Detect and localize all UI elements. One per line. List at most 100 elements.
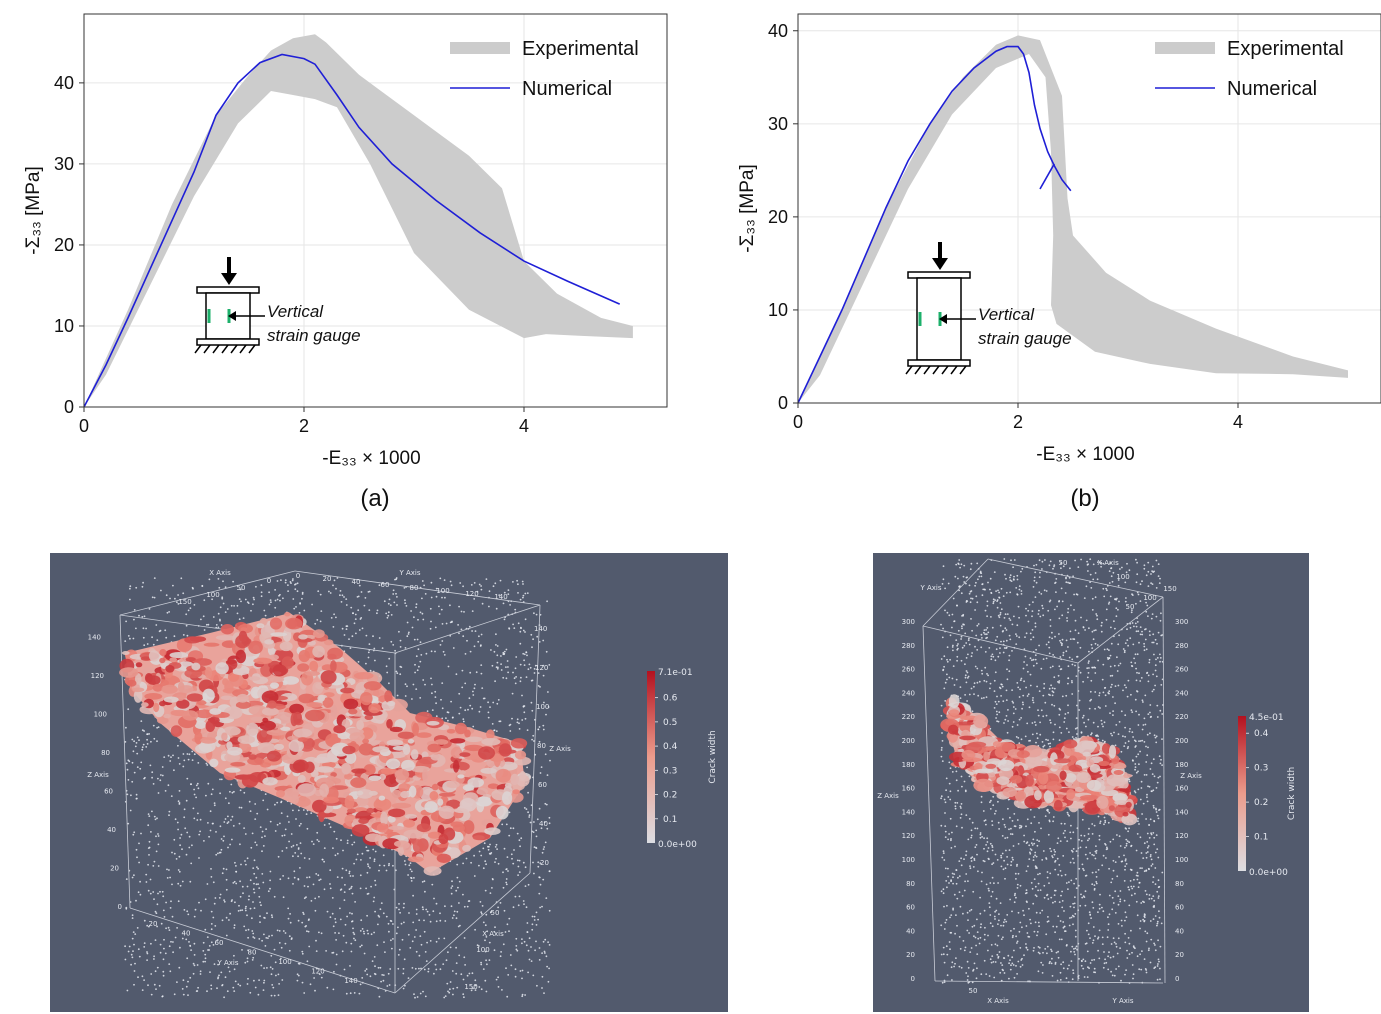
point-cloud-dot xyxy=(515,948,518,951)
point-cloud-dot xyxy=(420,654,423,656)
point-cloud-dot xyxy=(129,809,132,812)
point-cloud-dot xyxy=(124,958,127,961)
bottom-platen xyxy=(907,359,971,367)
point-cloud-dot xyxy=(516,859,519,862)
point-cloud-dot xyxy=(345,598,348,600)
point-cloud-dot xyxy=(484,979,487,982)
point-cloud-dot xyxy=(953,965,955,968)
point-cloud-dot xyxy=(964,632,967,635)
point-cloud-dot xyxy=(346,839,349,842)
point-cloud-dot xyxy=(364,597,367,599)
point-cloud-dot xyxy=(138,739,140,741)
point-cloud-dot xyxy=(128,945,131,948)
point-cloud-dot xyxy=(1006,836,1009,839)
point-cloud-dot xyxy=(543,701,545,704)
point-cloud-dot xyxy=(409,862,412,864)
point-cloud-dot xyxy=(210,868,212,870)
crack-facet xyxy=(463,820,475,835)
point-cloud-dot xyxy=(1138,641,1140,644)
point-cloud-dot xyxy=(289,921,292,924)
point-cloud-dot xyxy=(1058,680,1061,682)
point-cloud-dot xyxy=(533,821,535,823)
point-cloud-dot xyxy=(478,583,481,586)
ground-hatch xyxy=(941,365,949,375)
point-cloud-dot xyxy=(473,687,476,690)
point-cloud-dot xyxy=(233,954,235,957)
crack-facet xyxy=(351,768,367,774)
point-cloud-dot xyxy=(439,644,442,646)
point-cloud-dot xyxy=(399,673,402,676)
point-cloud-dot xyxy=(965,972,968,974)
point-cloud-dot xyxy=(1024,636,1026,638)
point-cloud-dot xyxy=(1088,660,1090,663)
chart-b: 0 2 4 0 10 20 30 40 -E₃₃ × 1000 -Σ₃₃ [MPa] Experim… xyxy=(700,0,1381,480)
point-cloud-dot xyxy=(1105,961,1108,964)
point-cloud-dot xyxy=(1133,790,1136,792)
point-cloud-dot xyxy=(427,968,430,970)
point-cloud-dot xyxy=(131,937,134,940)
point-cloud-dot xyxy=(1090,732,1093,735)
point-cloud-dot xyxy=(491,664,494,667)
point-cloud-dot xyxy=(247,977,249,980)
point-cloud-dot xyxy=(235,865,237,867)
point-cloud-dot xyxy=(1101,739,1104,742)
point-cloud-dot xyxy=(503,909,506,912)
point-cloud-dot xyxy=(1006,856,1008,858)
point-cloud-dot xyxy=(283,834,286,837)
point-cloud-dot xyxy=(992,961,995,963)
point-cloud-dot xyxy=(186,634,189,637)
point-cloud-dot xyxy=(388,864,390,867)
point-cloud-dot xyxy=(470,861,472,864)
point-cloud-dot xyxy=(1102,691,1105,694)
point-cloud-dot xyxy=(1014,708,1017,710)
point-cloud-dot xyxy=(505,883,508,886)
point-cloud-dot xyxy=(502,676,505,679)
point-cloud-dot xyxy=(1036,737,1039,740)
point-cloud-dot xyxy=(451,885,454,887)
point-cloud-dot xyxy=(252,603,254,606)
point-cloud-dot xyxy=(312,883,315,886)
point-cloud-dot xyxy=(1108,894,1111,897)
point-cloud-dot xyxy=(996,944,999,947)
point-cloud-dot xyxy=(251,832,254,835)
point-cloud-dot xyxy=(188,753,191,756)
point-cloud-dot xyxy=(967,919,969,921)
point-cloud-dot xyxy=(246,960,249,963)
point-cloud-dot xyxy=(996,599,999,601)
point-cloud-dot xyxy=(225,916,228,919)
point-cloud-dot xyxy=(1134,622,1137,625)
bottom-x-tick-label: 100 xyxy=(476,946,489,954)
point-cloud-dot xyxy=(133,874,135,877)
crack-facet xyxy=(404,814,417,819)
point-cloud-dot xyxy=(1130,661,1133,664)
point-cloud-dot xyxy=(155,850,158,853)
crack-facet xyxy=(177,681,185,693)
point-cloud-dot xyxy=(1049,619,1052,621)
point-cloud-dot xyxy=(531,928,534,931)
point-cloud-dot xyxy=(344,923,347,926)
point-cloud-dot xyxy=(178,763,181,765)
crack-facet xyxy=(316,753,336,763)
point-cloud-dot xyxy=(1050,948,1052,951)
point-cloud-dot xyxy=(361,627,364,630)
point-cloud-dot xyxy=(255,844,258,846)
crack-facet xyxy=(235,634,251,649)
point-cloud-dot xyxy=(1016,863,1018,866)
point-cloud-dot xyxy=(299,867,301,869)
point-cloud-dot xyxy=(231,791,234,794)
point-cloud-dot xyxy=(444,995,447,997)
point-cloud-dot xyxy=(1116,656,1118,659)
point-cloud-dot xyxy=(269,879,271,882)
point-cloud-dot xyxy=(348,872,351,875)
point-cloud-dot xyxy=(220,624,223,626)
point-cloud-dot xyxy=(162,909,165,912)
point-cloud-dot xyxy=(1000,865,1003,868)
point-cloud-dot xyxy=(162,895,165,898)
point-cloud-dot xyxy=(1120,919,1123,922)
left-z-tick-label: 20 xyxy=(110,865,119,873)
point-cloud-dot xyxy=(1059,979,1062,981)
point-cloud-dot xyxy=(544,938,547,941)
point-cloud-dot xyxy=(503,650,506,653)
point-cloud-dot xyxy=(308,918,310,921)
point-cloud-dot xyxy=(155,912,158,915)
